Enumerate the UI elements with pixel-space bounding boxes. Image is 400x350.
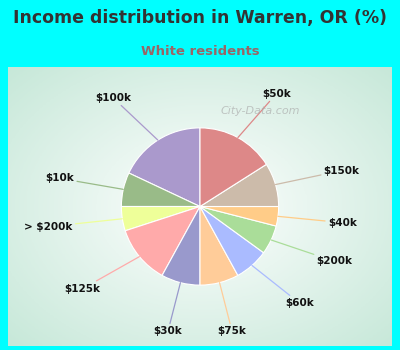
Text: $40k: $40k <box>278 216 357 228</box>
Wedge shape <box>121 173 200 206</box>
Wedge shape <box>125 206 200 275</box>
Text: White residents: White residents <box>141 45 259 58</box>
Wedge shape <box>200 206 276 253</box>
Text: $150k: $150k <box>276 166 360 184</box>
Text: $10k: $10k <box>46 173 123 189</box>
Text: $30k: $30k <box>154 283 182 336</box>
Wedge shape <box>121 206 200 231</box>
Text: $50k: $50k <box>238 89 291 138</box>
Wedge shape <box>129 128 200 206</box>
Wedge shape <box>200 206 238 285</box>
Text: $100k: $100k <box>95 93 158 140</box>
Text: > $200k: > $200k <box>24 219 122 232</box>
Text: City-Data.com: City-Data.com <box>220 106 300 116</box>
Text: $125k: $125k <box>65 257 140 294</box>
Wedge shape <box>162 206 200 285</box>
Wedge shape <box>200 164 279 206</box>
Text: $60k: $60k <box>252 266 314 308</box>
Wedge shape <box>200 128 266 206</box>
Wedge shape <box>200 206 264 275</box>
Text: $75k: $75k <box>218 283 246 336</box>
Text: $200k: $200k <box>271 240 352 266</box>
Wedge shape <box>200 206 279 226</box>
Text: Income distribution in Warren, OR (%): Income distribution in Warren, OR (%) <box>13 9 387 27</box>
